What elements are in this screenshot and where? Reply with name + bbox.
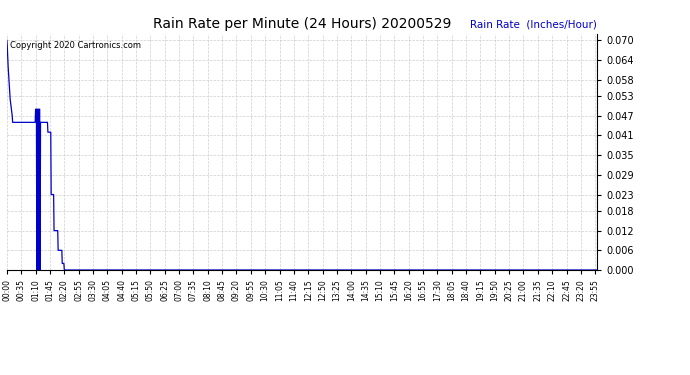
Text: Copyright 2020 Cartronics.com: Copyright 2020 Cartronics.com	[10, 41, 141, 50]
Text: Rain Rate  (Inches/Hour): Rain Rate (Inches/Hour)	[470, 19, 597, 29]
Title: Rain Rate per Minute (24 Hours) 20200529: Rain Rate per Minute (24 Hours) 20200529	[152, 17, 451, 31]
